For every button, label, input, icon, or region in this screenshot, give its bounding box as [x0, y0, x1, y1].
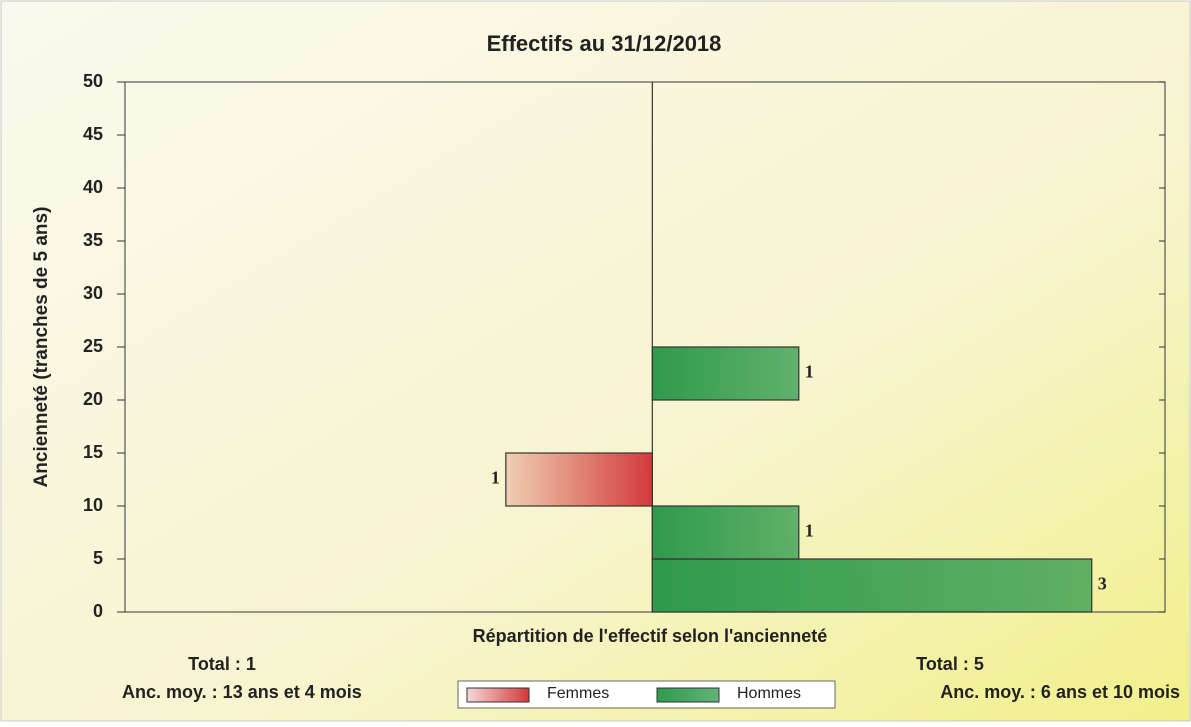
mean: Anc. moy. : 13 ans et 4 mois: [122, 682, 362, 702]
y-tick-label: 40: [83, 177, 103, 197]
bar: [505, 452, 653, 507]
y-tick-label: 0: [93, 601, 103, 621]
legend-label: Hommes: [737, 685, 801, 702]
bar: [651, 505, 800, 560]
mean: Anc. moy. : 6 ans et 10 mois: [940, 682, 1180, 702]
y-tick-label: 35: [83, 230, 103, 250]
data-label: 1: [805, 521, 814, 541]
data-label: 3: [1098, 574, 1107, 594]
chart-title: Effectifs au 31/12/2018: [487, 31, 722, 56]
x-axis-label: Répartition de l'effectif selon l'ancien…: [473, 626, 828, 646]
bar: [651, 346, 800, 401]
y-tick-label: 25: [83, 336, 103, 356]
legend-swatch: [466, 687, 530, 703]
y-tick-label: 30: [83, 283, 103, 303]
y-tick-label: 50: [83, 71, 103, 91]
y-tick-label: 15: [83, 442, 103, 462]
y-tick-label: 20: [83, 389, 103, 409]
total: Total : 1: [188, 654, 256, 674]
data-label: 1: [805, 362, 814, 382]
total: Total : 5: [916, 654, 984, 674]
y-tick-label: 45: [83, 124, 103, 144]
bar: [651, 558, 1093, 613]
legend-label: Femmes: [547, 685, 609, 702]
y-tick-label: 10: [83, 495, 103, 515]
y-axis-label: Ancienneté (tranches de 5 ans): [31, 207, 52, 488]
y-tick-label: 5: [93, 548, 103, 568]
legend-swatch: [656, 687, 720, 703]
data-label: 1: [491, 468, 500, 488]
